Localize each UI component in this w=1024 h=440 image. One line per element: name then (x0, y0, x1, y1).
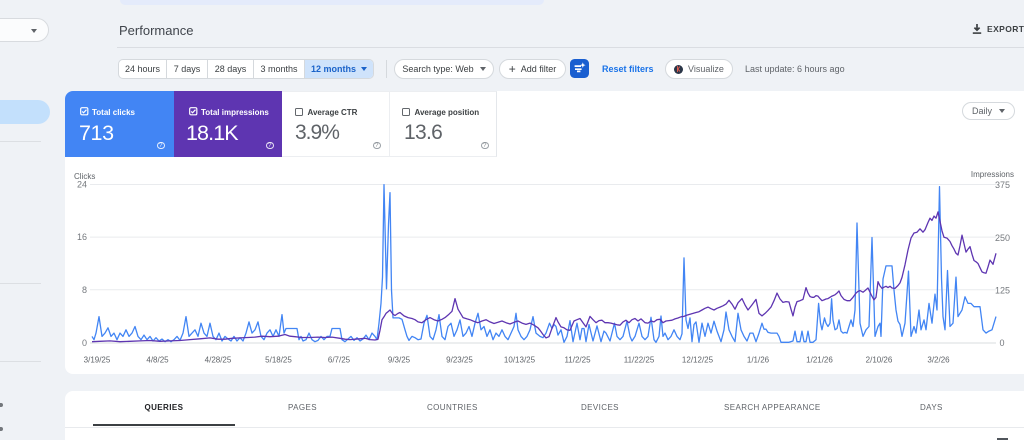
svg-text:8: 8 (82, 285, 87, 295)
svg-text:10/13/25: 10/13/25 (504, 356, 536, 365)
svg-text:11/22/25: 11/22/25 (624, 356, 655, 365)
svg-text:12/12/25: 12/12/25 (682, 356, 714, 365)
svg-text:3/2/26: 3/2/26 (927, 356, 950, 365)
svg-text:1/21/26: 1/21/26 (806, 356, 833, 365)
svg-text:0: 0 (1000, 338, 1005, 348)
svg-text:5/18/25: 5/18/25 (265, 356, 292, 365)
svg-text:Impressions: Impressions (971, 170, 1014, 179)
svg-text:Clicks: Clicks (74, 172, 95, 181)
svg-text:2/10/26: 2/10/26 (866, 356, 893, 365)
svg-text:24: 24 (77, 180, 87, 190)
svg-text:6/7/25: 6/7/25 (328, 356, 351, 365)
svg-text:125: 125 (995, 286, 1010, 296)
svg-text:11/2/25: 11/2/25 (564, 356, 591, 365)
svg-text:4/28/25: 4/28/25 (205, 356, 232, 365)
svg-text:250: 250 (995, 233, 1010, 243)
svg-text:16: 16 (77, 232, 87, 242)
svg-text:9/23/25: 9/23/25 (446, 356, 473, 365)
svg-text:1/1/26: 1/1/26 (747, 356, 770, 365)
svg-text:4/8/25: 4/8/25 (146, 356, 169, 365)
svg-text:9/3/25: 9/3/25 (388, 356, 411, 365)
svg-text:375: 375 (995, 180, 1010, 190)
svg-text:0: 0 (82, 338, 87, 348)
svg-text:3/19/25: 3/19/25 (84, 356, 111, 365)
